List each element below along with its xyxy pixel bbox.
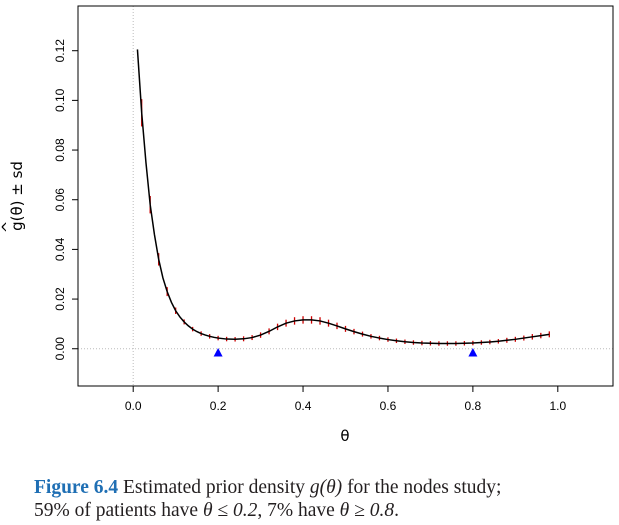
caption-text-2: for the nodes study; <box>342 477 502 498</box>
y-tick-label-5: 0.10 <box>53 88 67 112</box>
caption-math-2: θ ≤ 0.2 <box>202 500 258 521</box>
x-tick-label-2: 0.4 <box>295 399 312 413</box>
chart-svg: 0.0 0.2 0.4 0.6 0.8 1.0 0.000.020.040.060.080… <box>0 5 614 445</box>
y-axis-title-group: g(θ) ± sd ^ <box>0 161 26 233</box>
y-tick-label-0: 0.00 <box>53 337 67 361</box>
y-axis-title-hat: ^ <box>0 221 17 234</box>
plot-frame <box>77 5 614 387</box>
caption-text-1: Estimated prior density <box>118 477 310 498</box>
y-axis-title: g(θ) ± sd <box>8 161 26 231</box>
y-tick-label-2: 0.04 <box>53 237 67 261</box>
marker-threshold-0.8 <box>468 347 478 357</box>
x-tick-label-3: 0.6 <box>380 399 397 413</box>
caption-text-5: . <box>394 500 399 521</box>
x-tick-label-4: 0.8 <box>465 399 482 413</box>
markers <box>213 347 478 357</box>
x-tick-label-1: 0.2 <box>210 399 227 413</box>
caption-text-3: 59% of patients have <box>34 500 203 521</box>
caption-label: Figure 6.4 <box>34 477 119 498</box>
y-tick-label-4: 0.08 <box>53 138 67 162</box>
density-curve <box>136 49 550 345</box>
x-axis: 0.0 0.2 0.4 0.6 0.8 1.0 <box>125 386 566 413</box>
x-tick-label-5: 1.0 <box>549 399 566 413</box>
x-axis-title: θ <box>340 427 349 445</box>
y-tick-label-1: 0.02 <box>53 287 67 311</box>
y-tick-label-6: 0.12 <box>53 39 67 63</box>
error-bars <box>141 99 550 346</box>
caption-math-3: θ ≥ 0.8 <box>339 500 395 521</box>
figure-caption: Figure 6.4 Estimated prior density g(θ) … <box>34 476 614 522</box>
y-tick-label-3: 0.06 <box>53 188 67 212</box>
marker-threshold-0.2 <box>213 347 223 357</box>
x-tick-label-0: 0.0 <box>125 399 142 413</box>
caption-text-4: , 7% have <box>257 500 340 521</box>
caption-math-1: g(θ) <box>309 477 343 498</box>
y-axis: 0.00 0.02 0.04 0.06 0.08 0.10 0.12 <box>53 39 78 361</box>
